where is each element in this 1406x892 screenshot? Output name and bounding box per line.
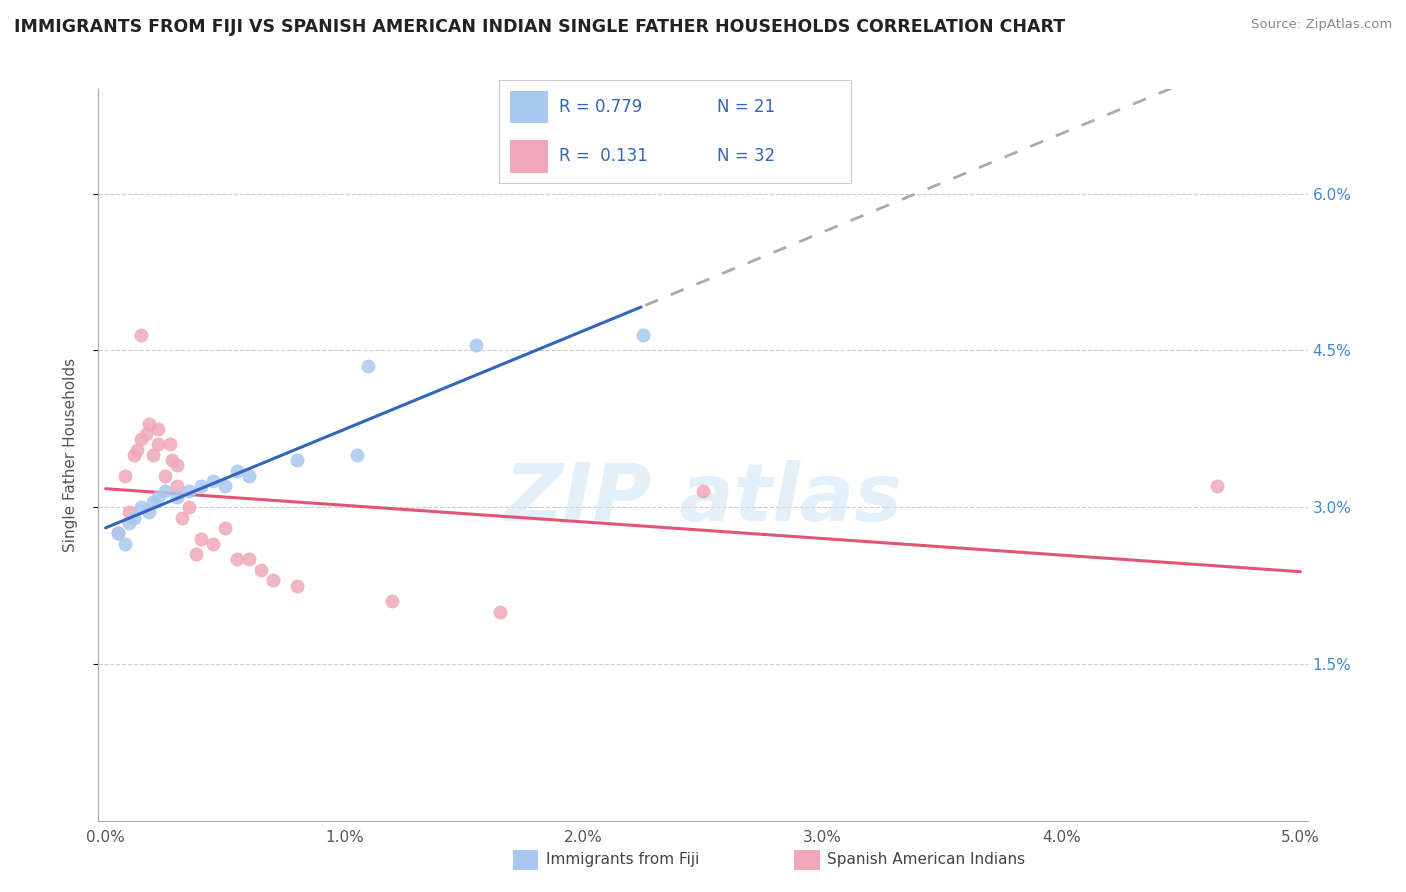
Text: N = 21: N = 21 <box>717 98 775 116</box>
Point <box>202 474 225 488</box>
Point <box>131 327 153 342</box>
Point <box>118 516 141 530</box>
Point <box>131 500 153 515</box>
Text: ZIP atlas: ZIP atlas <box>503 459 903 538</box>
Point <box>692 484 714 499</box>
Point <box>346 448 368 462</box>
FancyBboxPatch shape <box>510 91 548 123</box>
Text: Source: ZipAtlas.com: Source: ZipAtlas.com <box>1251 18 1392 31</box>
Point <box>250 563 273 577</box>
Point <box>114 537 136 551</box>
Point <box>107 526 129 541</box>
Point <box>465 338 488 352</box>
Point <box>186 547 208 561</box>
Text: N = 32: N = 32 <box>717 147 775 165</box>
Text: Spanish American Indians: Spanish American Indians <box>827 853 1025 867</box>
Point <box>357 359 380 373</box>
Point <box>142 495 165 509</box>
Point <box>238 468 260 483</box>
Point <box>125 442 148 457</box>
Point <box>166 490 188 504</box>
Point <box>262 574 284 588</box>
Point <box>285 453 308 467</box>
Point <box>190 479 212 493</box>
Point <box>155 468 177 483</box>
Text: Immigrants from Fiji: Immigrants from Fiji <box>546 853 699 867</box>
Point <box>190 532 212 546</box>
Point <box>166 479 188 493</box>
Point <box>633 327 655 342</box>
Point <box>159 437 181 451</box>
Point <box>1205 479 1227 493</box>
Point <box>131 432 153 446</box>
Point <box>138 417 160 431</box>
Text: IMMIGRANTS FROM FIJI VS SPANISH AMERICAN INDIAN SINGLE FATHER HOUSEHOLDS CORRELA: IMMIGRANTS FROM FIJI VS SPANISH AMERICAN… <box>14 18 1066 36</box>
Point <box>226 464 249 478</box>
Point <box>122 510 145 524</box>
Point <box>179 484 201 499</box>
Point <box>138 505 160 519</box>
Point <box>214 479 236 493</box>
Point <box>122 448 145 462</box>
Point <box>489 605 512 619</box>
Point <box>107 526 129 541</box>
Point <box>179 500 201 515</box>
Point <box>146 437 169 451</box>
Point <box>170 510 193 524</box>
Point <box>142 448 165 462</box>
Point <box>166 458 188 473</box>
Point <box>238 552 260 566</box>
Point <box>155 484 177 499</box>
Point <box>114 468 136 483</box>
Point <box>118 505 141 519</box>
Text: R =  0.131: R = 0.131 <box>560 147 648 165</box>
Point <box>202 537 225 551</box>
FancyBboxPatch shape <box>510 140 548 173</box>
Y-axis label: Single Father Households: Single Father Households <box>63 358 77 552</box>
Point <box>381 594 404 608</box>
Text: R = 0.779: R = 0.779 <box>560 98 643 116</box>
Point <box>226 552 249 566</box>
Point <box>146 490 169 504</box>
Point <box>162 453 184 467</box>
Point <box>285 578 308 592</box>
Point <box>135 427 157 442</box>
Point <box>146 422 169 436</box>
Point <box>214 521 236 535</box>
